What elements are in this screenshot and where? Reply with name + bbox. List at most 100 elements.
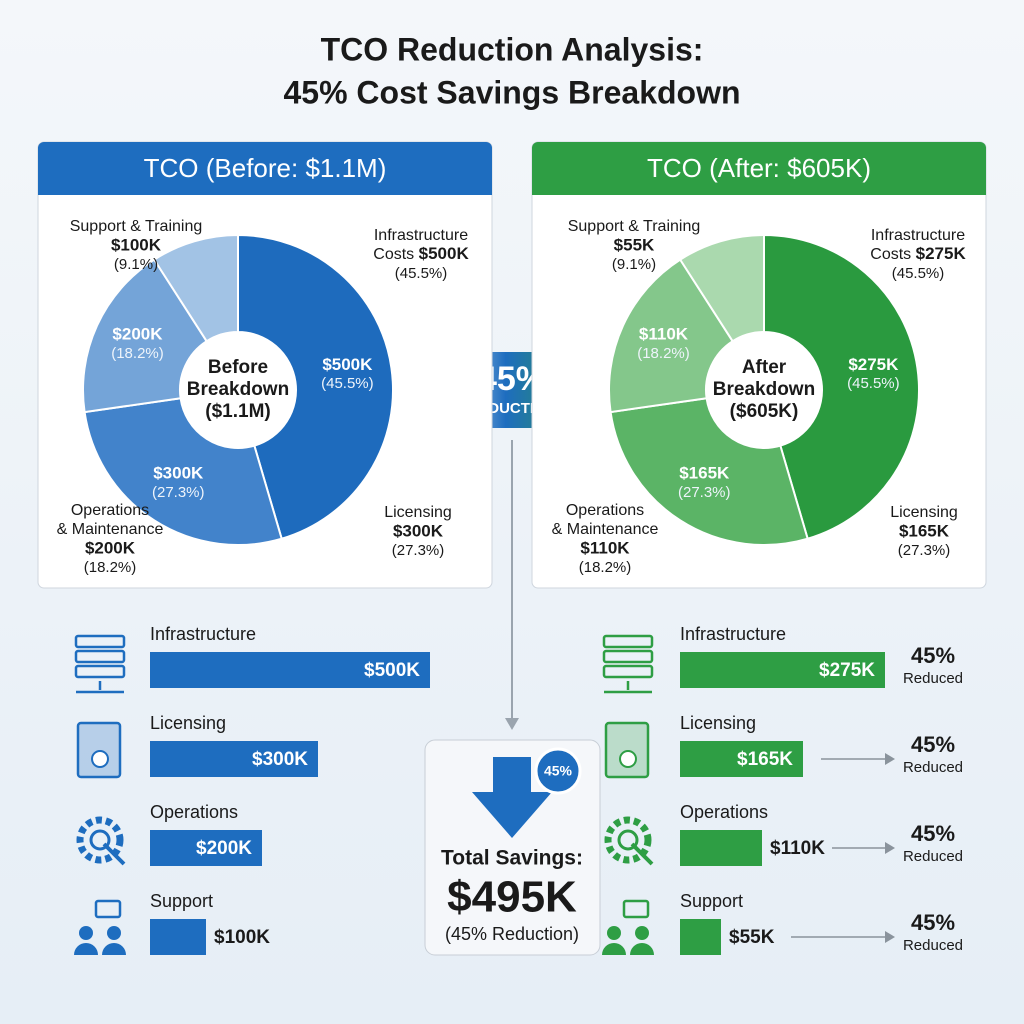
slice-name: Infrastructure bbox=[871, 227, 965, 244]
savings-arrow bbox=[472, 757, 552, 838]
panel-header bbox=[38, 142, 492, 195]
slice-percent: (9.1%) bbox=[114, 256, 158, 273]
slice-percent: (18.2%) bbox=[579, 559, 632, 576]
icon-part bbox=[74, 943, 98, 955]
icon-part bbox=[74, 649, 126, 664]
icon-part bbox=[619, 750, 637, 768]
note-arrow-head bbox=[885, 842, 895, 854]
slice-value: $500K bbox=[322, 355, 373, 374]
bar-name: Infrastructure bbox=[150, 624, 256, 644]
slice-percent: (18.2%) bbox=[637, 345, 690, 362]
donut-slice bbox=[678, 233, 765, 343]
bar-value: $100K bbox=[214, 927, 270, 948]
bar-name: Infrastructure bbox=[680, 624, 786, 644]
bar bbox=[680, 741, 803, 777]
icon-part bbox=[604, 816, 652, 864]
slice-percent: (45.5%) bbox=[395, 265, 448, 282]
note-label: Reduced bbox=[903, 759, 963, 776]
icon-part bbox=[91, 750, 109, 768]
note-arrow-head bbox=[885, 931, 895, 943]
note-label: Reduced bbox=[903, 848, 963, 865]
slice-value: $110K bbox=[580, 538, 630, 557]
donut-center: ($605K) bbox=[730, 401, 799, 422]
slice-percent: (27.3%) bbox=[898, 542, 951, 559]
bar bbox=[680, 830, 762, 866]
slice-name: Costs bbox=[870, 246, 911, 263]
slice-name: & Maintenance bbox=[57, 521, 164, 538]
slice-name: Licensing bbox=[890, 504, 958, 521]
bar-icon bbox=[604, 816, 654, 866]
bar bbox=[150, 741, 318, 777]
slice-value: $100K bbox=[111, 235, 162, 254]
icon-part bbox=[630, 842, 654, 866]
note-label: Reduced bbox=[903, 670, 963, 687]
donut-slice bbox=[763, 233, 920, 540]
slice-value: $300K bbox=[153, 463, 204, 482]
bar-icon bbox=[602, 899, 654, 955]
note-arrow-head bbox=[885, 753, 895, 765]
slice-name: & Maintenance bbox=[552, 521, 659, 538]
slice-percent: (9.1%) bbox=[612, 256, 656, 273]
donut-hole bbox=[181, 333, 295, 447]
bar bbox=[150, 652, 430, 688]
bar-icon bbox=[74, 634, 126, 694]
bar-icon bbox=[76, 721, 122, 779]
bar bbox=[680, 652, 885, 688]
savings-badge bbox=[534, 747, 582, 795]
icon-part bbox=[602, 664, 654, 679]
slice-percent: (45.5%) bbox=[847, 375, 900, 392]
slice-value: $110K bbox=[639, 325, 689, 344]
bar-name: Support bbox=[150, 891, 213, 911]
icon-part bbox=[602, 649, 654, 664]
slice-name: Costs $275K bbox=[870, 244, 966, 263]
donut-hole bbox=[707, 333, 821, 447]
bar-name: Support bbox=[680, 891, 743, 911]
note-percent: 45% bbox=[911, 910, 955, 935]
savings-label: Total Savings: bbox=[441, 847, 583, 870]
icon-part bbox=[89, 829, 111, 851]
slice-percent: (18.2%) bbox=[84, 559, 137, 576]
panel-title: TCO (After: $605K) bbox=[647, 153, 871, 183]
slice-value: $55K bbox=[614, 235, 655, 254]
slice-name: Operations bbox=[71, 502, 149, 519]
note-percent: 45% bbox=[911, 821, 955, 846]
icon-part bbox=[102, 842, 126, 866]
note-percent: 45% bbox=[911, 732, 955, 757]
slice-value: $500K bbox=[419, 244, 470, 263]
bar-value: $200K bbox=[196, 838, 252, 859]
slice-value: $275K bbox=[848, 355, 899, 374]
slice-value: $275K bbox=[916, 244, 967, 263]
panel-header bbox=[532, 142, 986, 195]
slice-name: Support & Training bbox=[70, 218, 203, 235]
slice-name: Costs bbox=[373, 246, 414, 263]
bar-value: $500K bbox=[364, 660, 420, 681]
slice-name: Support & Training bbox=[568, 218, 701, 235]
connector-head bbox=[505, 718, 519, 730]
donut-slice bbox=[609, 397, 809, 546]
slice-name: Operations bbox=[566, 502, 644, 519]
icon-part bbox=[79, 926, 93, 940]
slice-percent: (27.3%) bbox=[152, 484, 205, 501]
icon-part bbox=[622, 899, 650, 919]
icon-part bbox=[630, 943, 654, 955]
donut-center: After bbox=[742, 357, 787, 378]
icon-part bbox=[602, 634, 654, 649]
icon-part bbox=[74, 664, 126, 679]
badge-text: 45% bbox=[544, 763, 573, 779]
donut-center: Before bbox=[208, 357, 268, 378]
slice-percent: (45.5%) bbox=[321, 375, 374, 392]
icon-part bbox=[76, 816, 124, 864]
slice-value: $165K bbox=[899, 521, 950, 540]
bar-icon bbox=[604, 721, 650, 779]
slice-name: Costs $500K bbox=[373, 244, 469, 263]
slice-value: $165K bbox=[679, 463, 730, 482]
bar-name: Licensing bbox=[680, 713, 756, 733]
icon-part bbox=[602, 943, 626, 955]
icon-part bbox=[607, 926, 621, 940]
bar bbox=[150, 830, 262, 866]
icon-part bbox=[76, 721, 122, 779]
donut-center: Breakdown bbox=[713, 379, 815, 400]
slice-percent: (27.3%) bbox=[678, 484, 731, 501]
bar-icon bbox=[74, 899, 126, 955]
